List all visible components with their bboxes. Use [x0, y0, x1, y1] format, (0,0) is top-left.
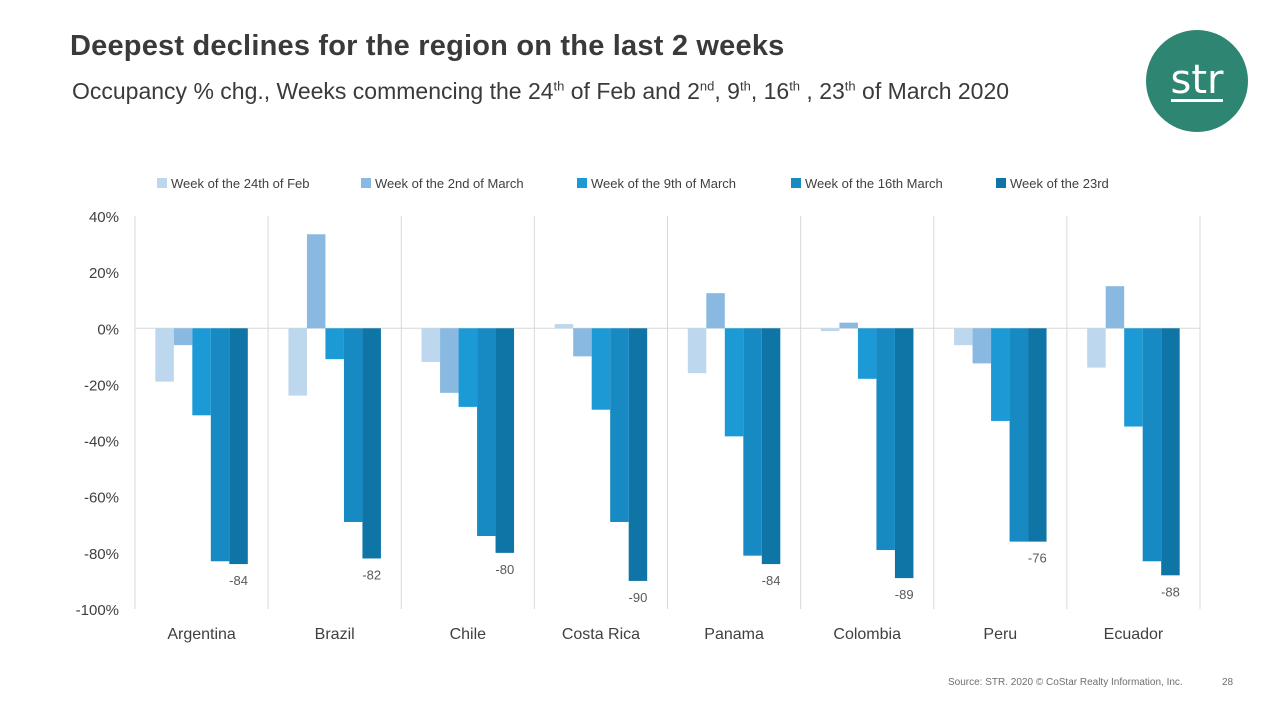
slide-title: Deepest declines for the region on the l…	[70, 30, 785, 62]
bar-3	[1124, 328, 1143, 427]
legend-swatch	[791, 178, 801, 188]
legend-entry: Week of the 23rd	[1010, 176, 1109, 191]
bar-4	[343, 328, 363, 522]
x-tick-label: Peru	[983, 626, 1017, 643]
legend-swatch	[996, 178, 1006, 188]
legend-entry: Week of the 2nd of March	[375, 176, 524, 191]
legend-swatch	[361, 178, 371, 188]
bar-4	[1142, 328, 1162, 562]
x-tick-label: Argentina	[167, 626, 236, 643]
source-note: Source: STR. 2020 © CoStar Realty Inform…	[948, 677, 1183, 688]
bar-5	[628, 328, 648, 581]
bar-1	[954, 328, 973, 346]
subtitle-sup: nd	[699, 78, 715, 94]
x-tick-label: Panama	[704, 626, 764, 643]
subtitle-part: of March 2020	[855, 78, 1010, 104]
bar-1	[1087, 328, 1106, 368]
bar-1	[421, 328, 441, 362]
legend-swatch	[157, 178, 167, 188]
str-logo: str	[1146, 30, 1248, 132]
legend-entry: Week of the 24th of Feb	[171, 176, 310, 191]
x-tick-label: Ecuador	[1104, 626, 1164, 643]
x-tick-label: Chile	[450, 626, 487, 643]
legend-entry: Week of the 16th March	[805, 176, 943, 191]
logo-text: str	[1170, 56, 1224, 103]
bar-3	[458, 328, 478, 407]
bar-4	[743, 328, 762, 556]
bar-2	[173, 328, 193, 346]
bar-4	[210, 328, 230, 562]
bar-5	[229, 328, 248, 565]
bar-5	[362, 328, 381, 559]
bar-2	[306, 234, 326, 329]
bar-2	[573, 328, 592, 357]
bar-1	[554, 324, 574, 329]
bar-3	[325, 328, 344, 360]
y-tick-label: 40%	[89, 209, 119, 226]
bar-3	[591, 328, 611, 410]
bar-3	[991, 328, 1010, 421]
y-tick-label: -20%	[84, 377, 119, 394]
bar-1	[687, 328, 707, 374]
y-tick-label: -100%	[76, 602, 119, 619]
data-label: -80	[495, 562, 514, 577]
subtitle-part: , 16	[750, 78, 790, 104]
data-label: -82	[362, 567, 381, 582]
legend-swatch	[577, 178, 587, 188]
bar-2	[839, 322, 858, 329]
bar-2	[1105, 286, 1125, 329]
slide-subtitle: Occupancy % chg., Weeks commencing the 2…	[72, 78, 1009, 105]
bar-4	[477, 328, 496, 537]
subtitle-sup: th	[553, 78, 565, 94]
bar-1	[288, 328, 307, 396]
bar-3	[857, 328, 877, 379]
y-tick-label: -40%	[84, 434, 119, 451]
x-tick-label: Colombia	[833, 626, 901, 643]
data-label: -84	[762, 573, 781, 588]
data-label: -90	[629, 590, 648, 605]
y-tick-label: 0%	[97, 321, 119, 338]
subtitle-part: , 9	[714, 78, 740, 104]
y-tick-label: -80%	[84, 546, 119, 563]
bar-2	[440, 328, 459, 393]
legend-entry: Week of the 9th of March	[591, 176, 736, 191]
bar-5	[1028, 328, 1047, 542]
y-tick-label: -60%	[84, 490, 119, 507]
subtitle-sup: th	[844, 78, 856, 94]
subtitle-part: of Feb and 2	[564, 78, 700, 104]
data-label: -84	[229, 573, 248, 588]
x-tick-label: Brazil	[315, 626, 355, 643]
subtitle-sup: th	[739, 78, 751, 94]
page-number: 28	[1222, 677, 1234, 688]
subtitle-sup: th	[789, 78, 801, 94]
subtitle-part: , 23	[800, 78, 845, 104]
data-label: -76	[1028, 551, 1047, 566]
bar-4	[610, 328, 629, 522]
bar-5	[495, 328, 515, 553]
bar-5	[894, 328, 914, 579]
x-tick-label: Costa Rica	[562, 626, 640, 643]
bar-3	[192, 328, 211, 416]
bar-4	[876, 328, 895, 551]
bar-2	[706, 293, 725, 329]
bar-1	[155, 328, 174, 382]
subtitle-part: Occupancy % chg., Weeks commencing the 2…	[72, 78, 554, 104]
bar-3	[724, 328, 744, 437]
bar-5	[761, 328, 781, 565]
bar-4	[1009, 328, 1029, 542]
bar-2	[972, 328, 992, 364]
y-tick-label: 20%	[89, 265, 119, 282]
data-label: -89	[895, 587, 914, 602]
bar-5	[1161, 328, 1180, 576]
data-label: -88	[1161, 584, 1180, 599]
bar-1	[820, 328, 840, 332]
